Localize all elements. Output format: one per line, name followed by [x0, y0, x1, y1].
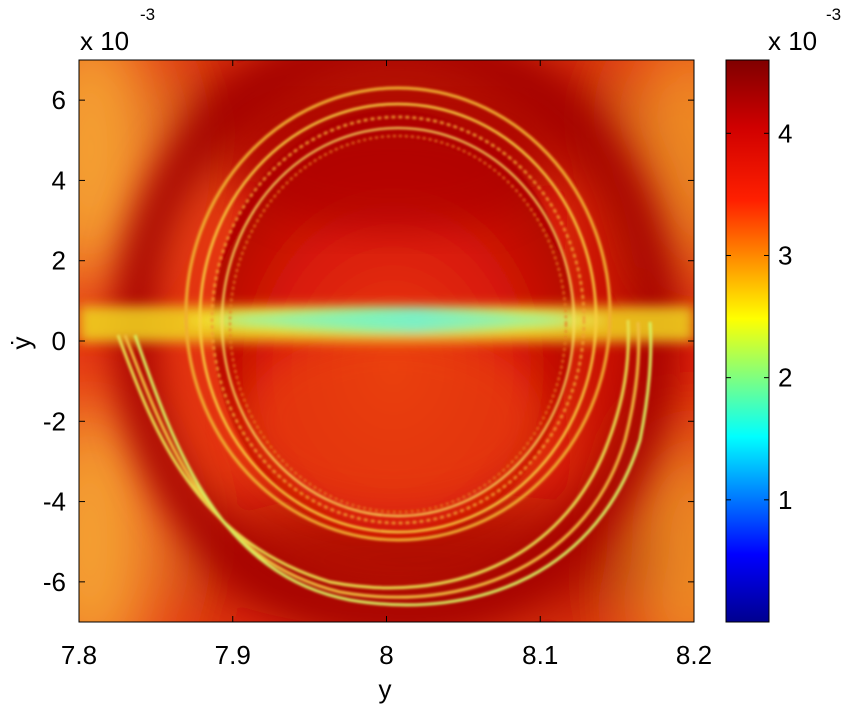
heatmap-plot-area	[79, 60, 694, 622]
y-tick-label: -2	[43, 406, 66, 436]
x-tick-label: 8.1	[522, 640, 558, 670]
colorbar-scale-exponent: -3	[826, 5, 841, 24]
colorbar-tick-label: 4	[778, 118, 792, 148]
x-tick-label: 8.2	[676, 640, 712, 670]
y-scale-exponent: -3	[140, 5, 155, 24]
colorbar-tick-label: 3	[778, 240, 792, 270]
heatmap-lower-arcs	[116, 319, 653, 607]
heatmap-inner-lower-glow	[243, 330, 543, 510]
colorbar-scale-multiplier: x 10	[768, 26, 817, 56]
y-tick-label: 0	[52, 326, 66, 356]
heatmap-inner-upper-dark	[243, 110, 543, 230]
y-tick-label: -6	[43, 567, 66, 597]
x-axis: 7.8 7.9 8 8.1 8.2	[61, 60, 712, 670]
y-axis-label: ẏ	[6, 337, 36, 350]
y-axis: 6 4 2 0 -2 -4 -6	[43, 85, 694, 597]
y-tick-label: -4	[43, 487, 66, 517]
x-tick-label: 8	[379, 640, 393, 670]
y-scale-multiplier: x 10	[80, 26, 129, 56]
heatmap-band-core	[215, 314, 575, 326]
colorbar-tick-label: 1	[778, 485, 792, 515]
y-tick-label: 6	[52, 85, 66, 115]
x-tick-label: 7.9	[215, 640, 251, 670]
colorbar-gradient	[725, 59, 770, 623]
colorbar-ticks: 4 3 2 1	[726, 118, 792, 515]
y-tick-label: 2	[52, 246, 66, 276]
y-tick-label: 4	[52, 165, 66, 195]
x-axis-label: y	[379, 674, 392, 704]
heatmap-rings	[184, 86, 612, 542]
x-tick-label: 7.8	[61, 640, 97, 670]
colorbar: 4 3 2 1 x 10 -3	[725, 5, 841, 623]
colorbar-tick-label: 2	[778, 363, 792, 393]
